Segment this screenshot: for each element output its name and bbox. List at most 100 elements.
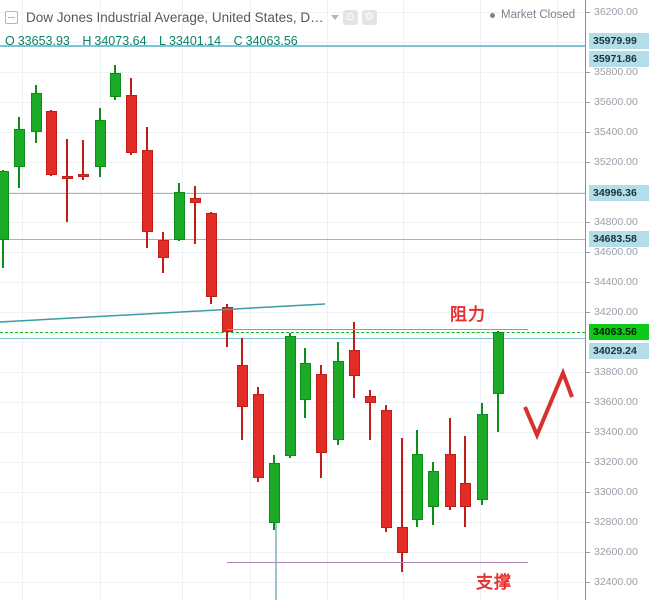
price-tick-label: 36200.00 xyxy=(594,6,638,18)
symbol-title[interactable]: Dow Jones Industrial Average, United Sta… xyxy=(26,9,324,25)
price-level-label: 35979.99 xyxy=(589,33,649,49)
candle-body xyxy=(94,120,106,168)
candle-body xyxy=(364,396,376,403)
symbol-header: Dow Jones Industrial Average, United Sta… xyxy=(5,9,377,25)
gridline-vertical xyxy=(403,0,404,600)
collapse-icon[interactable] xyxy=(5,10,18,24)
candle-body xyxy=(13,129,25,168)
price-tick-label: 33400.00 xyxy=(594,426,638,438)
price-level-label: 35971.86 xyxy=(589,51,649,67)
gridline-horizontal xyxy=(0,552,585,553)
price-level-line xyxy=(0,192,585,194)
gridline-horizontal xyxy=(0,582,585,583)
circle-dot-icon[interactable]: ⊙ xyxy=(342,9,358,25)
resistance-annotation[interactable]: 阻力 xyxy=(450,305,486,324)
price-level-line xyxy=(0,45,585,46)
market-status-dot xyxy=(490,12,495,18)
price-tick-label: 34200.00 xyxy=(594,306,638,318)
candle-body xyxy=(332,360,344,441)
gridline-vertical xyxy=(100,0,101,600)
price-axis[interactable]: 36200.00 35800.00 35600.00 35400.00 35200.00… xyxy=(585,0,649,600)
gridline-vertical xyxy=(250,0,251,600)
price-tick-mark xyxy=(586,132,590,133)
support-annotation[interactable]: 支撑 xyxy=(476,573,512,592)
price-tick-label: 33000.00 xyxy=(594,486,638,498)
candle-body xyxy=(189,198,201,204)
candle-wick xyxy=(194,186,196,244)
price-tick-label: 33800.00 xyxy=(594,366,638,378)
candle-body xyxy=(284,336,296,456)
price-tick-mark xyxy=(586,522,590,523)
price-tick-label: 35400.00 xyxy=(594,126,638,138)
price-tick-label: 32600.00 xyxy=(594,546,638,558)
candle-body xyxy=(396,527,408,553)
price-level-line xyxy=(0,46,585,48)
gridline-horizontal xyxy=(0,312,585,313)
current-price-label: 34063.56 xyxy=(589,324,649,341)
candle-body xyxy=(315,374,327,453)
candle-body xyxy=(411,453,423,520)
candle-body xyxy=(268,462,280,523)
price-tick-label: 33600.00 xyxy=(594,396,638,408)
gridline-vertical xyxy=(22,0,23,600)
candle-body xyxy=(0,171,9,240)
candle-body xyxy=(157,240,169,258)
support-line[interactable] xyxy=(227,561,528,564)
candle-body xyxy=(125,95,137,153)
price-tick-mark xyxy=(586,162,590,163)
candle-body xyxy=(77,174,89,177)
high-value: 34073.64 xyxy=(94,34,147,48)
candle-body xyxy=(45,111,57,175)
candle-body xyxy=(427,471,439,507)
price-tick-label: 35800.00 xyxy=(594,66,638,78)
chart-canvas[interactable] xyxy=(0,0,585,600)
price-tick-label: 34600.00 xyxy=(594,246,638,258)
candle-body xyxy=(205,213,217,297)
open-label: O xyxy=(5,34,15,48)
high-label: H xyxy=(82,34,92,48)
gridline-horizontal xyxy=(0,192,585,193)
candle-body xyxy=(141,150,153,232)
candle-body xyxy=(348,350,360,376)
price-tick-mark xyxy=(586,252,590,253)
chevron-down-icon[interactable] xyxy=(330,14,339,20)
ohlc-row: O 33653.93 H 34073.64 L 33401.14 C 34063.56 xyxy=(5,34,307,48)
candle-body xyxy=(173,192,185,240)
price-tick-mark xyxy=(586,72,590,73)
price-tick-label: 33200.00 xyxy=(594,456,638,468)
price-tick-mark xyxy=(586,372,590,373)
price-tick-label: 34800.00 xyxy=(594,216,638,228)
gridline-horizontal xyxy=(0,162,585,163)
price-tick-mark xyxy=(586,402,590,403)
price-tick-label: 35600.00 xyxy=(594,96,638,108)
price-tick-mark xyxy=(586,312,590,313)
resistance-line[interactable] xyxy=(227,328,528,330)
candle-wick xyxy=(369,390,371,441)
candle-body xyxy=(61,176,73,179)
price-tick-label: 35200.00 xyxy=(594,156,638,168)
price-tick-label: 34400.00 xyxy=(594,276,638,288)
gridline-horizontal xyxy=(0,282,585,283)
candle-body xyxy=(459,483,471,507)
candle-body xyxy=(492,332,504,394)
price-tick-mark xyxy=(586,12,590,13)
candle-body xyxy=(252,393,264,478)
price-level-label: 34683.58 xyxy=(589,231,649,248)
candle-wick xyxy=(82,140,84,180)
open-value: 33653.93 xyxy=(17,34,70,48)
candle-body xyxy=(380,410,392,528)
vertical-line-drawing[interactable] xyxy=(275,523,277,600)
gridline-vertical xyxy=(182,0,183,600)
current-price-line xyxy=(0,332,585,334)
low-label: L xyxy=(159,34,166,48)
market-status: Market Closed xyxy=(490,9,575,21)
price-tick-mark xyxy=(586,492,590,493)
gridline-vertical xyxy=(557,0,558,600)
gridline-vertical xyxy=(327,0,328,600)
price-level-line xyxy=(0,239,585,241)
gear-icon[interactable]: ⚙ xyxy=(361,9,377,25)
price-tick-mark xyxy=(586,432,590,433)
candle-wick xyxy=(401,438,403,573)
gridline-horizontal xyxy=(0,522,585,523)
